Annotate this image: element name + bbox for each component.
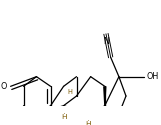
Text: N: N [103,37,109,46]
Text: H: H [67,89,72,95]
Text: OH: OH [147,72,159,81]
Text: O: O [0,82,7,91]
Text: Ḣ: Ḣ [61,114,66,120]
Polygon shape [103,86,106,106]
Text: Ḣ: Ḣ [85,121,91,125]
